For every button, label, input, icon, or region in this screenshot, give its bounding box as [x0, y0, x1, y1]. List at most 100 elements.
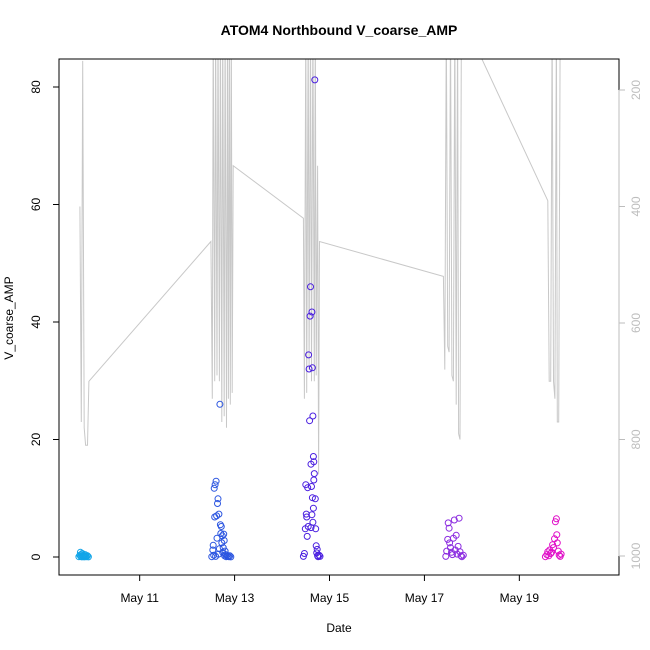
- data-point: [309, 412, 317, 420]
- data-point: [553, 531, 561, 539]
- data-point: [211, 481, 219, 489]
- y-tick-label: 80: [29, 80, 43, 94]
- y2-tick-label: 200: [629, 80, 643, 100]
- data-point: [306, 312, 314, 320]
- data-point: [308, 511, 316, 519]
- series-4: [442, 514, 467, 561]
- y-tick-label: 20: [29, 433, 43, 447]
- data-point: [312, 525, 320, 533]
- y2-tick-label: 400: [629, 196, 643, 216]
- series-3: [299, 76, 324, 561]
- data-points-layer: [75, 76, 565, 561]
- data-point: [550, 544, 557, 552]
- data-point: [308, 483, 315, 490]
- data-point: [213, 512, 221, 520]
- series-1: [75, 548, 92, 561]
- data-point: [310, 458, 318, 466]
- data-point: [305, 351, 313, 359]
- data-point: [553, 539, 561, 547]
- data-point: [226, 552, 234, 560]
- y2-tick-label: 600: [629, 313, 643, 333]
- data-point: [304, 484, 312, 492]
- data-point: [458, 553, 466, 561]
- x-tick-label: May 15: [310, 591, 350, 605]
- plot-frame: [58, 58, 620, 576]
- x-tick-label: May 19: [500, 591, 540, 605]
- x-axis-label: Date: [326, 621, 352, 635]
- data-point: [218, 539, 226, 547]
- data-point: [223, 551, 231, 559]
- y-tick-label: 40: [29, 315, 43, 329]
- data-point: [308, 308, 316, 316]
- data-point: [214, 495, 222, 503]
- data-point: [308, 494, 316, 502]
- data-point: [216, 400, 224, 408]
- data-point: [208, 553, 216, 561]
- data-point: [455, 514, 463, 522]
- data-point: [310, 470, 318, 478]
- data-point: [442, 552, 450, 560]
- depth-line-layer: [79, 59, 561, 475]
- data-point: [219, 544, 227, 552]
- data-point: [307, 283, 314, 291]
- data-point: [551, 518, 559, 526]
- data-point: [309, 504, 317, 512]
- data-point: [557, 550, 565, 558]
- data-point: [209, 541, 217, 549]
- data-point: [546, 546, 554, 554]
- y2-tick-label: 1000: [629, 542, 643, 569]
- data-point: [220, 537, 228, 544]
- depth-line: [79, 59, 561, 475]
- data-point: [548, 548, 556, 556]
- data-point: [315, 551, 323, 559]
- data-point: [214, 500, 221, 507]
- data-point: [309, 453, 317, 460]
- data-point: [303, 532, 311, 540]
- data-point: [210, 484, 218, 492]
- x-tick-label: May 11: [120, 591, 159, 605]
- data-point: [215, 550, 222, 558]
- data-point: [444, 535, 452, 543]
- data-point: [459, 551, 467, 559]
- data-point: [443, 547, 451, 555]
- data-point: [452, 531, 460, 539]
- data-point: [446, 539, 454, 547]
- data-point: [227, 553, 235, 561]
- data-point: [310, 476, 318, 484]
- data-point: [299, 552, 307, 560]
- data-point: [218, 532, 226, 540]
- y-tick-label: 0: [29, 553, 43, 560]
- data-point: [300, 550, 308, 557]
- data-point: [84, 552, 91, 560]
- series-2: [208, 400, 235, 561]
- y-axis-label: V_coarse_AMP: [2, 276, 16, 359]
- data-point: [316, 552, 324, 560]
- data-point: [313, 545, 321, 553]
- data-point: [309, 518, 317, 526]
- data-point: [306, 417, 314, 425]
- data-point: [547, 550, 555, 557]
- data-point: [445, 524, 453, 532]
- y-axis: 0 20 40 60 80: [29, 80, 60, 560]
- data-point: [311, 76, 319, 84]
- data-point: [312, 542, 320, 550]
- x-tick-label: May 17: [405, 591, 445, 605]
- x-axis: May 11 May 13 May 15 May 17 May 19: [120, 574, 540, 605]
- data-point: [305, 365, 313, 373]
- data-point: [444, 519, 452, 527]
- data-point: [215, 510, 223, 518]
- series-5: [541, 515, 565, 561]
- data-point: [209, 546, 217, 554]
- data-point: [450, 516, 458, 524]
- secondary-y-axis: 200 400 600 800 1000: [618, 80, 643, 569]
- y2-tick-label: 800: [629, 429, 643, 449]
- y-tick-label: 60: [29, 198, 43, 212]
- data-point: [212, 477, 220, 485]
- data-point: [308, 364, 316, 372]
- x-tick-label: May 13: [215, 591, 255, 605]
- data-point: [84, 553, 92, 561]
- data-point: [210, 551, 218, 559]
- data-point: [552, 515, 560, 523]
- chart-title: ATOM4 Northbound V_coarse_AMP: [221, 22, 458, 38]
